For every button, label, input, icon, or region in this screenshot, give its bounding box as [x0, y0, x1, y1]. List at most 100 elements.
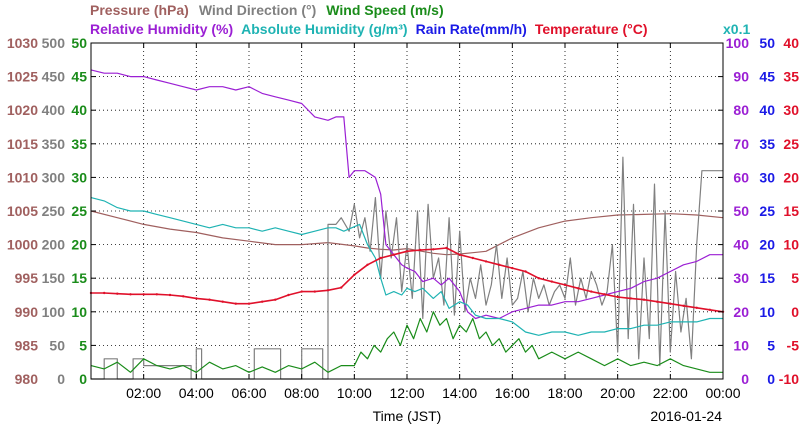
- legend-entry: Wind Speed (m/s): [326, 2, 443, 18]
- y-tick-label-right: -5: [787, 337, 800, 353]
- series-point: [563, 283, 567, 287]
- y-tick-label-left: 450: [42, 69, 66, 85]
- y-tick-label-left: 50: [49, 337, 65, 353]
- y-tick-label-right: 0: [741, 371, 749, 387]
- y-tick-label-left: 995: [15, 270, 39, 286]
- y-tick-label-left: 985: [15, 337, 39, 353]
- left-axes: 9809859909951000100510101015102010251030…: [7, 35, 87, 387]
- x-tick-label: 18:00: [547, 385, 582, 401]
- legend-entry: Absolute Humidity (g/m³): [241, 21, 407, 37]
- y-tick-label-right: 0: [767, 371, 775, 387]
- legend-entry: Temperature (°C): [535, 21, 648, 37]
- x-tick-label: 14:00: [442, 385, 477, 401]
- series-point: [340, 286, 343, 289]
- y-tick-label-left: 35: [71, 136, 87, 152]
- right-axes: 0102030405060708090100051015202530354045…: [726, 35, 800, 387]
- x-tick-label: 22:00: [653, 385, 688, 401]
- grid-lines: [91, 43, 723, 379]
- y-tick-label-right: 35: [759, 136, 775, 152]
- y-tick-label-left: 5: [79, 337, 87, 353]
- series-line: [90, 311, 723, 373]
- series-point: [471, 256, 474, 260]
- series-point: [287, 293, 290, 297]
- series-point: [590, 290, 593, 293]
- x-tick-label: 10:00: [337, 385, 372, 401]
- series-lines: [89, 69, 725, 380]
- series-point: [195, 297, 198, 300]
- x-tick-label: 12:00: [389, 385, 424, 401]
- series-point: [656, 300, 659, 303]
- series-point: [313, 290, 316, 293]
- series-point: [274, 298, 277, 301]
- y-tick-label-left: 25: [71, 203, 87, 219]
- y-tick-label-left: 30: [71, 169, 87, 185]
- legend-entry: Pressure (hPa): [90, 2, 189, 18]
- series-point: [419, 248, 422, 252]
- y-tick-label-left: 0: [57, 371, 65, 387]
- series-point: [392, 253, 395, 256]
- series-point: [669, 302, 672, 305]
- axis-ticks: [91, 42, 724, 380]
- y-tick-label-left: 350: [42, 136, 66, 152]
- y-tick-label-left: 100: [42, 304, 66, 320]
- series-point: [682, 304, 685, 307]
- y-tick-label-right: 50: [733, 203, 749, 219]
- y-tick-label-right: 5: [767, 337, 775, 353]
- y-tick-label-left: 40: [71, 102, 87, 118]
- series-point: [261, 300, 264, 303]
- y-tick-label-right: 50: [759, 35, 775, 51]
- y-tick-label-right: -10: [779, 371, 799, 387]
- x-tick-label: 06:00: [231, 385, 266, 401]
- series-point: [445, 246, 448, 250]
- y-tick-label-right: 15: [759, 270, 775, 286]
- x-tick-label: 08:00: [284, 385, 319, 401]
- x-tick-label: 20:00: [600, 385, 635, 401]
- series-point: [432, 248, 435, 251]
- y-tick-label-left: 1005: [7, 203, 38, 219]
- series-point: [300, 290, 303, 293]
- y-tick-label-right: 20: [733, 304, 749, 320]
- y-tick-label-right: 0: [791, 304, 799, 320]
- y-tick-label-right: 100: [726, 35, 750, 51]
- x-tick-label: 00:00: [705, 385, 740, 401]
- series-point: [247, 302, 251, 305]
- series-point: [168, 293, 172, 297]
- date-label: 2016-01-24: [650, 408, 722, 424]
- y-tick-label-left: 50: [71, 35, 87, 51]
- series-line: [90, 197, 723, 336]
- y-tick-label-left: 0: [79, 371, 87, 387]
- y-tick-label-right: 25: [759, 203, 775, 219]
- y-tick-label-right: 40: [733, 237, 749, 253]
- y-tick-label-right: 10: [733, 337, 749, 353]
- y-tick-label-right: 60: [733, 169, 749, 185]
- y-tick-label-right: 25: [783, 136, 799, 152]
- y-tick-label-right: 30: [733, 270, 749, 286]
- legend-entry: Relative Humidity (%): [90, 21, 233, 37]
- y-tick-label-right: 5: [791, 270, 799, 286]
- y-tick-label-right: 30: [759, 169, 775, 185]
- y-tick-label-right: 70: [733, 136, 749, 152]
- series-point: [326, 289, 330, 292]
- y-tick-label-right: 35: [783, 69, 799, 85]
- y-tick-label-left: 400: [42, 102, 66, 118]
- series-point: [498, 263, 501, 266]
- x-tick-label: 04:00: [179, 385, 214, 401]
- y-tick-label-left: 15: [71, 270, 87, 286]
- series-point: [629, 297, 632, 300]
- y-tick-label-left: 1020: [7, 102, 38, 118]
- series-point: [405, 250, 409, 253]
- y-tick-label-left: 1025: [7, 69, 38, 85]
- legend-scale-note: x0.1: [723, 21, 750, 37]
- legend: Pressure (hPa) Wind Direction (°) Wind Spe…: [90, 2, 750, 37]
- y-tick-label-right: 40: [759, 102, 775, 118]
- series-point: [458, 253, 461, 256]
- y-tick-label-left: 1010: [7, 169, 38, 185]
- y-tick-label-left: 150: [42, 270, 66, 286]
- series-point: [155, 293, 158, 296]
- legend-entry: Rain Rate(mm/h): [416, 21, 527, 37]
- series-point: [484, 260, 488, 263]
- series-point: [616, 295, 619, 299]
- series-point: [708, 308, 711, 311]
- y-tick-label-left: 500: [42, 35, 66, 51]
- y-tick-label-right: 40: [783, 35, 799, 51]
